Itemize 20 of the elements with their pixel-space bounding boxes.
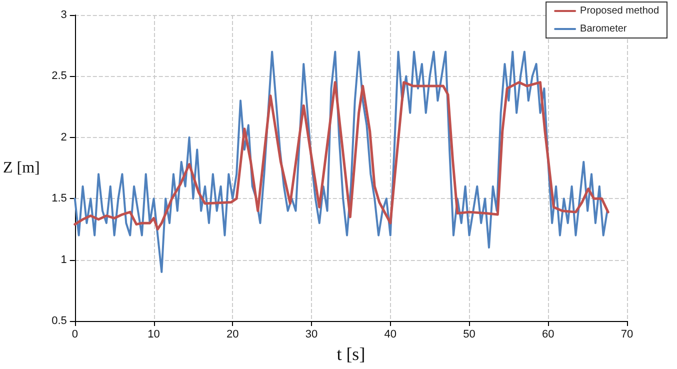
legend-label: Barometer xyxy=(580,24,628,34)
x-tick-label: 50 xyxy=(463,328,476,340)
y-tick-label: 2 xyxy=(60,131,67,144)
x-tick-label: 30 xyxy=(305,328,318,340)
x-tick-label: 40 xyxy=(384,328,396,340)
y-tick-label: 1 xyxy=(60,254,67,266)
y-tick-label: 3 xyxy=(60,9,67,21)
line-series xyxy=(74,50,608,274)
line-series xyxy=(74,81,610,230)
x-axis-title: t [s] xyxy=(336,344,366,364)
y-tick-label: 0.5 xyxy=(52,315,67,327)
legend-label: Proposed method xyxy=(580,6,660,16)
x-tick-label: 70 xyxy=(620,328,634,340)
y-axis-title: Z [m] xyxy=(3,160,40,176)
x-tick-label: 60 xyxy=(542,328,554,340)
x-tick-label: 0 xyxy=(72,328,78,340)
x-tick-label: 10 xyxy=(148,328,160,340)
y-tick-label: 1.5 xyxy=(52,192,67,205)
x-tick-label: 20 xyxy=(226,328,239,340)
y-tick-label: 2.5 xyxy=(52,70,67,82)
